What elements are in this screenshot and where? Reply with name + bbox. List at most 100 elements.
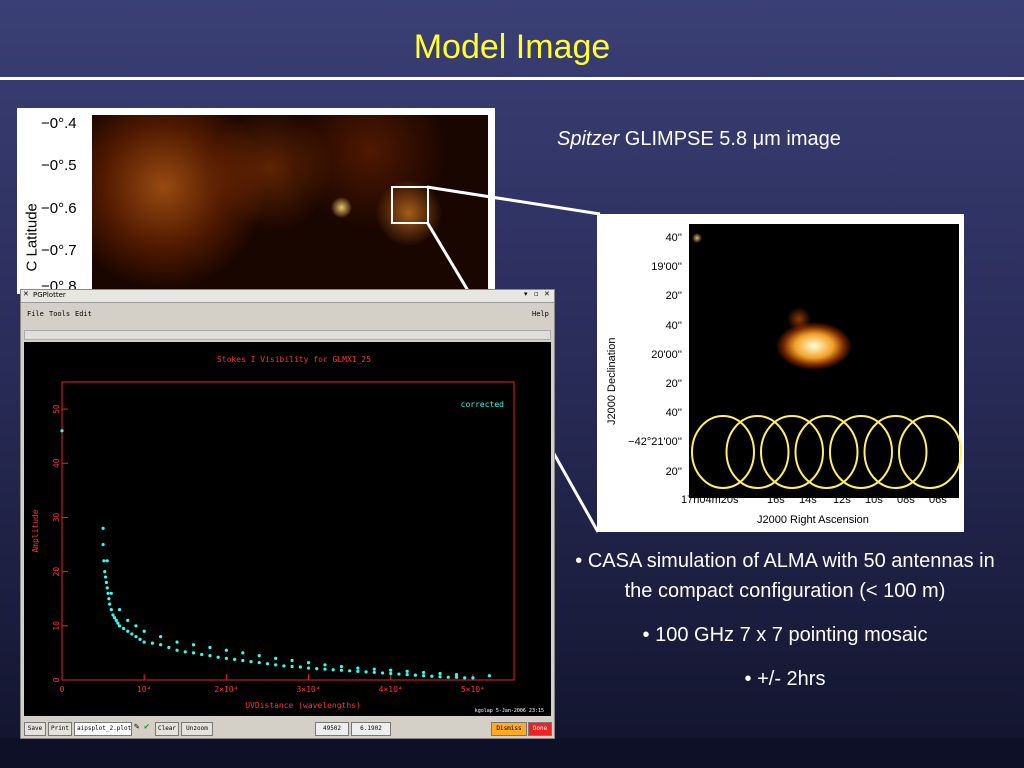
dec-tick-label: 40'' [665,407,682,420]
window-close-icon[interactable]: ✕ [544,290,550,298]
data-point [274,656,278,660]
plot-frame [61,381,515,681]
data-point [265,662,270,666]
data-point [487,674,491,678]
done-button[interactable]: Done [528,722,552,736]
data-point [290,664,294,669]
data-point [142,640,146,644]
close-icon[interactable]: ✕ [23,290,29,298]
data-point [122,626,126,631]
spitzer-caption: Spitzer GLIMPSE 5.8 μm image [557,128,841,151]
filename-field[interactable]: aipsplot_2.plot [74,722,132,736]
data-point [126,618,130,622]
plot-stamp: kgolap 5-Jan-2006 23:15 [475,708,544,714]
data-point [103,570,107,574]
data-point [422,674,426,678]
bullet-2: • 100 GHz 7 x 7 pointing mosaic [642,624,928,646]
data-point [405,672,409,677]
data-point [191,643,196,647]
dismiss-button[interactable]: Dismiss [491,722,527,736]
data-point [249,659,253,664]
y-tick-label: 40 [52,458,61,468]
save-button[interactable]: Save [24,722,46,736]
y-tick-label: 20 [52,567,61,577]
data-point [422,670,426,675]
dec-tick-label: 40'' [665,232,682,244]
data-point [454,675,459,679]
unzoom-button[interactable]: Unzoom [181,722,213,736]
data-point [191,651,196,655]
data-point [108,602,112,606]
x-tick-label: 10⁴ [137,685,151,694]
x-tick-label: 3×10⁴ [296,685,320,694]
toolbar-strip [24,330,551,340]
dec-tick-label: 40'' [665,319,682,332]
brush-icon[interactable]: ✎ [134,722,140,732]
data-point [150,641,154,645]
print-button[interactable]: Print [48,722,72,736]
data-point [183,650,187,654]
data-point [104,580,108,585]
bullet-list: • CASA simulation of ALMA with 50 antenn… [570,546,1000,708]
dec-tick-label: 20'' [665,465,682,478]
menu-tools[interactable]: Tools [49,310,71,318]
data-point [298,665,302,669]
data-point [106,591,110,595]
dec-tick-label: 20'' [665,378,682,390]
data-point [364,670,368,674]
data-point [446,675,450,679]
zoom-box [391,186,429,224]
check-icon[interactable]: ✔ [144,722,150,732]
data-point [167,645,171,650]
data-point [105,559,109,563]
data-point [372,670,376,675]
ra-tick-label: 14s [799,494,817,506]
y-tick-label: 30 [52,512,61,522]
data-point [438,671,442,676]
glimpse-tick-1: −0°.4 [41,115,77,132]
data-point [175,648,179,652]
data-point [315,667,319,671]
x-tick-label: 2×10⁴ [214,685,238,694]
dec-tick-label: 19'00'' [651,261,682,274]
data-point [114,618,118,622]
data-point [397,672,401,676]
menu-help[interactable]: Help [532,310,549,318]
data-point [216,655,220,659]
data-point [339,668,344,672]
data-point [389,671,393,676]
pointing-mosaic [691,415,962,489]
pointing-circle [725,415,790,489]
slide-title: Model Image [413,28,611,66]
pointing-circle [829,415,893,489]
data-point [111,613,115,617]
data-point [290,658,294,663]
data-point [323,667,327,671]
pgplotter-window: ✕ PGPlotter ▾ ▫ ✕ File Tools Edit Help S… [20,289,555,739]
data-point [101,542,105,547]
data-point [348,669,352,673]
data-point [208,654,212,658]
minimize-icon[interactable]: ▾ [524,290,528,298]
data-point [159,635,163,639]
data-point [224,648,228,652]
data-point [60,429,64,433]
data-point [101,526,105,530]
pgplotter-titlebar: ✕ PGPlotter ▾ ▫ ✕ [21,290,554,303]
clear-button[interactable]: Clear [155,722,179,736]
ra-tick-label: 17h04m20s [681,494,739,506]
menu-edit[interactable]: Edit [75,310,92,318]
maximize-icon[interactable]: ▫ [534,290,539,298]
pointing-circle [691,415,755,489]
data-point [159,643,163,647]
chart-xlabel: UVDistance (wavelengths) [245,701,361,710]
glimpse-panel: C Latitude −0°.4 −0°.5 −0°.6 −0°.7 −0°.8 [17,108,495,294]
data-point [241,651,245,655]
data-point [126,629,130,633]
data-point [323,663,327,667]
plot-canvas[interactable]: Stokes I Visibility for GLMX1_25 UVDistan… [24,342,551,716]
glimpse-tick-4: −0°.7 [41,242,77,259]
data-point [380,671,385,675]
menu-file[interactable]: File [27,310,44,318]
